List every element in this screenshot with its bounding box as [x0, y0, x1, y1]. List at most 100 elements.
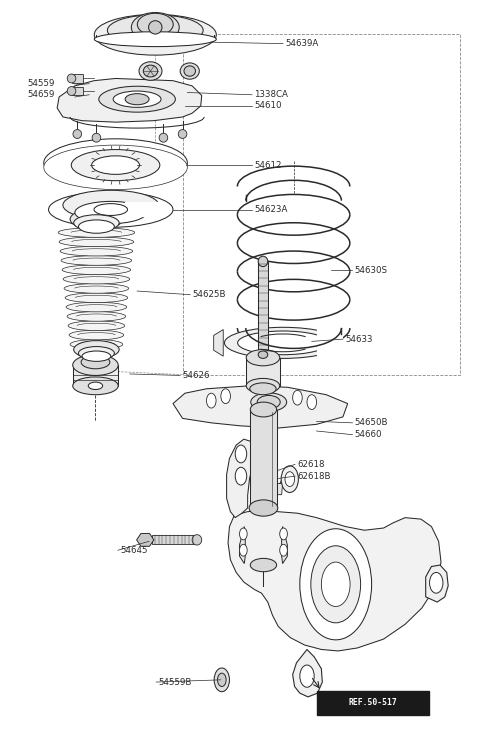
Ellipse shape	[249, 500, 278, 516]
Ellipse shape	[78, 347, 114, 360]
Polygon shape	[293, 649, 323, 697]
Bar	[125, 202, 163, 217]
Circle shape	[235, 467, 247, 485]
Ellipse shape	[258, 351, 268, 358]
Ellipse shape	[132, 13, 179, 42]
Text: 54625B: 54625B	[192, 290, 226, 299]
Circle shape	[430, 572, 443, 593]
Polygon shape	[317, 326, 343, 359]
Ellipse shape	[61, 256, 132, 266]
Ellipse shape	[44, 145, 187, 189]
Bar	[246, 358, 280, 386]
Circle shape	[217, 673, 226, 686]
Circle shape	[300, 665, 314, 687]
Bar	[258, 261, 268, 355]
Ellipse shape	[250, 402, 276, 417]
Ellipse shape	[113, 91, 161, 108]
Text: 54645: 54645	[120, 545, 148, 555]
Ellipse shape	[62, 265, 131, 275]
Ellipse shape	[184, 66, 195, 76]
Text: 54612: 54612	[254, 160, 282, 170]
Ellipse shape	[125, 93, 149, 105]
Ellipse shape	[67, 312, 126, 321]
Polygon shape	[273, 484, 283, 495]
Ellipse shape	[159, 134, 168, 142]
Circle shape	[281, 466, 299, 493]
Bar	[153, 536, 195, 545]
Text: 62618: 62618	[298, 460, 325, 469]
Ellipse shape	[75, 201, 147, 223]
Circle shape	[240, 528, 247, 540]
Ellipse shape	[68, 321, 125, 330]
Ellipse shape	[94, 203, 128, 215]
Bar	[250, 410, 276, 508]
Polygon shape	[282, 527, 288, 564]
Circle shape	[240, 545, 247, 556]
Ellipse shape	[73, 130, 82, 139]
Ellipse shape	[72, 150, 160, 180]
Ellipse shape	[65, 293, 128, 303]
Ellipse shape	[139, 62, 162, 80]
Text: 54623A: 54623A	[254, 205, 288, 214]
Ellipse shape	[246, 378, 280, 393]
Ellipse shape	[250, 559, 276, 571]
Ellipse shape	[82, 351, 111, 361]
Polygon shape	[173, 386, 348, 428]
Polygon shape	[240, 527, 245, 564]
Polygon shape	[137, 533, 154, 546]
Circle shape	[280, 528, 288, 540]
Ellipse shape	[94, 32, 216, 47]
Circle shape	[307, 395, 317, 410]
Ellipse shape	[238, 331, 328, 355]
Polygon shape	[426, 565, 448, 602]
Ellipse shape	[67, 74, 76, 83]
Ellipse shape	[60, 246, 132, 256]
Text: 54650B: 54650B	[355, 418, 388, 427]
Ellipse shape	[94, 14, 216, 55]
Ellipse shape	[144, 65, 157, 77]
Circle shape	[235, 445, 247, 463]
Ellipse shape	[225, 327, 342, 358]
Text: 54610: 54610	[254, 102, 282, 111]
Text: 54559B: 54559B	[158, 677, 192, 686]
Circle shape	[300, 529, 372, 640]
Ellipse shape	[63, 190, 158, 220]
Ellipse shape	[137, 13, 173, 36]
Circle shape	[322, 562, 350, 606]
Ellipse shape	[257, 395, 280, 409]
Ellipse shape	[250, 501, 276, 516]
Ellipse shape	[70, 209, 123, 229]
Circle shape	[285, 472, 295, 487]
Polygon shape	[73, 365, 118, 386]
Text: 54633: 54633	[345, 335, 373, 344]
Ellipse shape	[73, 355, 118, 375]
Ellipse shape	[178, 130, 187, 139]
Polygon shape	[227, 439, 254, 518]
Ellipse shape	[251, 393, 287, 411]
Bar	[317, 691, 429, 715]
Circle shape	[214, 668, 229, 692]
Ellipse shape	[69, 330, 124, 340]
Text: 54659: 54659	[27, 91, 54, 99]
Text: REF.50-517: REF.50-517	[348, 698, 397, 707]
Ellipse shape	[192, 535, 202, 545]
Ellipse shape	[108, 15, 203, 46]
Polygon shape	[228, 510, 441, 651]
Ellipse shape	[74, 214, 119, 231]
Ellipse shape	[246, 349, 280, 366]
Ellipse shape	[78, 220, 114, 233]
Ellipse shape	[44, 139, 187, 187]
Circle shape	[311, 546, 360, 623]
Circle shape	[293, 390, 302, 405]
Ellipse shape	[67, 87, 76, 96]
Ellipse shape	[149, 21, 162, 34]
Polygon shape	[57, 79, 202, 122]
Circle shape	[280, 545, 288, 556]
Ellipse shape	[180, 63, 199, 79]
Ellipse shape	[258, 256, 268, 266]
Circle shape	[206, 393, 216, 408]
Ellipse shape	[48, 191, 173, 227]
Text: 54639A: 54639A	[286, 39, 319, 48]
Bar	[72, 87, 84, 96]
Ellipse shape	[250, 383, 276, 395]
